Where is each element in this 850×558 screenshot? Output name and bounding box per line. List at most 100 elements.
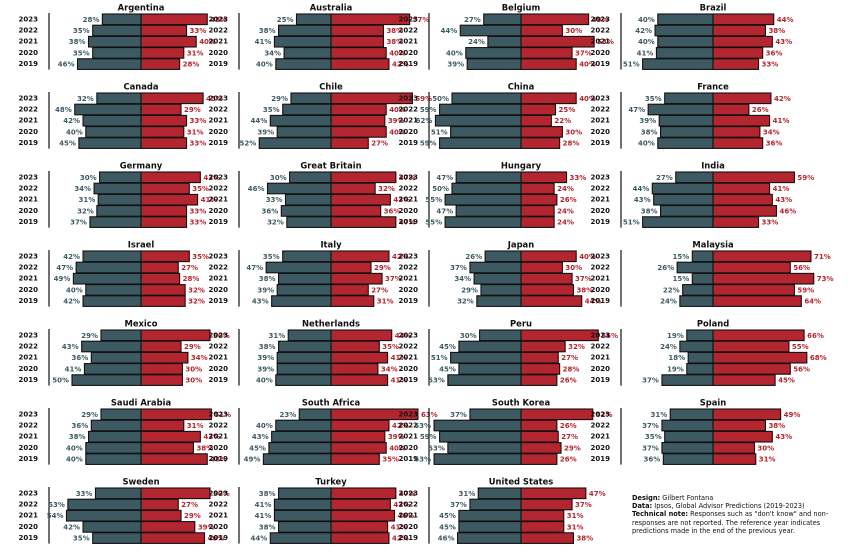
bar-left-poland-2019 [661, 374, 714, 386]
value-right-india-2023: 59% [797, 174, 814, 182]
bar-right-peru-2022 [520, 340, 566, 353]
year-label-canada-2020: 2020 [19, 128, 39, 136]
bar-left-brazil-2021 [657, 35, 714, 48]
bar-left-japan-2019 [476, 295, 522, 307]
value-left-canada-2019: 45% [59, 140, 76, 148]
year-label-united-states-2022: 2022 [399, 501, 419, 509]
year-label-hungary-2020: 2020 [399, 207, 419, 215]
bar-left-india-2021 [653, 193, 714, 206]
year-label-canada-2022: 2022 [19, 106, 39, 114]
year-label-japan-2019: 2019 [399, 297, 419, 305]
bar-right-great-britain-2020 [330, 205, 382, 217]
bar-left-israel-2019 [82, 295, 142, 307]
bar-right-great-britain-2019 [330, 216, 397, 228]
year-label-japan-2023: 2023 [399, 252, 419, 260]
bar-right-india-2020 [712, 205, 778, 217]
bar-left-poland-2022 [679, 340, 714, 353]
value-right-poland-2023: 66% [807, 332, 824, 340]
year-label-japan-2021: 2021 [399, 275, 419, 283]
bar-right-france-2019 [712, 137, 764, 149]
panel-title-south-africa: South Africa [302, 398, 360, 408]
value-right-italy-2021: 37% [385, 275, 402, 283]
value-right-israel-2021: 28% [183, 275, 200, 283]
bar-left-spain-2020 [661, 442, 714, 454]
value-left-germany-2020: 32% [77, 207, 94, 215]
value-left-netherlands-2023: 31% [268, 332, 285, 340]
bar-left-argentina-2020 [92, 47, 142, 59]
bar-left-saudi-arabia-2023 [100, 408, 142, 421]
value-right-italy-2019: 31% [377, 298, 394, 306]
bar-left-malaysia-2022 [676, 261, 714, 274]
value-left-saudi-arabia-2023: 29% [81, 411, 98, 419]
bar-left-argentina-2022 [92, 24, 142, 37]
value-left-peru-2022: 45% [439, 343, 456, 351]
year-label-saudi-arabia-2023: 2023 [19, 410, 39, 418]
bar-left-poland-2020 [686, 363, 714, 375]
value-right-belgium-2023: 49% [592, 16, 609, 24]
bar-right-sweden-2021 [140, 509, 182, 522]
bar-left-south-africa-2021 [271, 430, 332, 443]
bar-right-saudi-arabia-2022 [140, 419, 185, 432]
value-left-great-britain-2019: 32% [267, 219, 284, 227]
year-label-chile-2023: 2023 [209, 94, 229, 102]
value-right-china-2019: 28% [563, 140, 580, 148]
bar-right-chile-2023 [330, 92, 413, 105]
year-label-argentina-2021: 2021 [19, 38, 39, 46]
bar-left-spain-2021 [664, 430, 714, 443]
year-label-turkey-2023: 2023 [209, 489, 229, 497]
value-left-china-2021: 62% [416, 117, 433, 125]
year-label-hungary-2021: 2021 [399, 196, 419, 204]
panel-title-india: India [701, 161, 725, 171]
value-left-great-britain-2021: 33% [266, 196, 283, 204]
bar-right-south-africa-2023 [330, 408, 419, 421]
bar-right-poland-2022 [712, 340, 790, 353]
bar-right-south-africa-2019 [330, 453, 380, 465]
year-label-mexico-2023: 2023 [19, 331, 39, 339]
year-label-peru-2021: 2021 [399, 354, 419, 362]
bar-right-turkey-2020 [330, 521, 389, 533]
bar-left-peru-2021 [450, 351, 522, 364]
bar-left-turkey-2021 [273, 509, 332, 522]
value-left-australia-2023: 25% [277, 16, 294, 24]
bar-right-turkey-2022 [330, 498, 391, 511]
bar-right-japan-2020 [520, 284, 574, 296]
value-right-spain-2020: 30% [757, 444, 774, 452]
bar-right-india-2023 [712, 171, 795, 184]
bar-right-malaysia-2019 [712, 295, 802, 307]
value-left-china-2020: 51% [431, 128, 448, 136]
year-label-hungary-2023: 2023 [399, 173, 419, 181]
bar-right-canada-2022 [140, 103, 182, 116]
bar-right-hungary-2022 [520, 182, 555, 195]
bar-right-india-2022 [712, 182, 771, 195]
value-left-turkey-2021: 41% [255, 512, 272, 520]
year-label-peru-2019: 2019 [399, 376, 419, 384]
panel-title-peru: Peru [510, 319, 532, 329]
panel-title-israel: Israel [128, 240, 155, 250]
bar-left-italy-2021 [278, 272, 332, 285]
year-label-netherlands-2022: 2022 [209, 343, 229, 351]
value-right-brazil-2023: 44% [777, 16, 794, 24]
value-left-poland-2020: 19% [667, 365, 684, 373]
value-right-israel-2023: 35% [192, 253, 209, 261]
value-right-australia-2020: 40% [389, 49, 406, 57]
bar-right-netherlands-2021 [330, 351, 389, 364]
bar-left-south-africa-2022 [275, 419, 332, 432]
bar-right-belgium-2021 [520, 35, 595, 48]
year-label-india-2022: 2022 [591, 185, 611, 193]
value-right-china-2022: 25% [559, 106, 576, 114]
bar-left-chile-2020 [276, 126, 332, 138]
bar-right-malaysia-2022 [712, 261, 791, 274]
value-right-south-korea-2020: 29% [564, 444, 581, 452]
value-right-argentina-2023: 48% [210, 16, 227, 24]
panel-title-chile: Chile [319, 82, 343, 92]
value-left-canada-2023: 32% [77, 95, 94, 103]
bar-left-japan-2023 [484, 250, 522, 263]
value-right-china-2021: 22% [554, 117, 571, 125]
bar-left-sweden-2019 [92, 532, 142, 544]
value-right-australia-2023: 57% [413, 16, 430, 24]
value-left-sweden-2022: 53% [48, 501, 65, 509]
bar-right-china-2020 [520, 126, 563, 138]
value-left-saudi-arabia-2021: 38% [69, 433, 86, 441]
value-left-belgium-2020: 40% [446, 49, 463, 57]
year-label-germany-2021: 2021 [19, 196, 39, 204]
